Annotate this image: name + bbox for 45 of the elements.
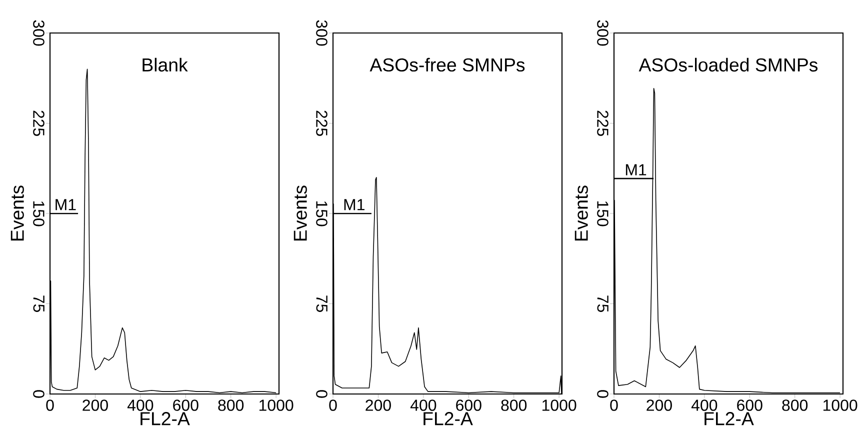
x-tick-label: 1000 [823, 400, 858, 411]
x-axis-title: FL2-A [140, 412, 190, 426]
x-tick-label: 1000 [259, 400, 294, 411]
y-tick-label: 300 [316, 20, 328, 46]
series-label: M1 [344, 199, 364, 210]
x-tick-label: 800 [501, 400, 527, 411]
y-tick-label: 150 [597, 201, 608, 226]
y-tick-label: 0 [33, 390, 44, 398]
y-axis-title: Events [294, 186, 307, 240]
y-axis-title: Events [10, 186, 24, 240]
x-tick-label: 200 [366, 400, 391, 411]
x-tick-label: 200 [82, 400, 108, 411]
y-tick-label: 225 [33, 110, 44, 136]
y-tick-label: 225 [316, 110, 328, 136]
y-tick-label: 300 [597, 20, 608, 46]
y-tick-label: 0 [316, 390, 328, 398]
text: Blank [142, 58, 188, 72]
series-label: M1 [56, 199, 76, 210]
x-tick-label: 0 [610, 400, 618, 411]
y-tick-label: 150 [316, 201, 328, 226]
x-tick-label: 0 [329, 400, 337, 411]
x-axis-title: FL2-A [704, 412, 754, 426]
y-tick-label: 150 [33, 201, 44, 226]
x-tick-label: 200 [646, 400, 672, 411]
y-tick-label: 0 [597, 390, 608, 398]
x-tick-label: 800 [218, 400, 244, 411]
x-tick-label: 0 [46, 400, 54, 411]
x-tick-label: 1000 [542, 400, 576, 411]
y-tick-label: 75 [33, 296, 44, 312]
text: ASOs-loaded SMNPs [638, 58, 818, 72]
y-tick-label: 300 [33, 20, 44, 46]
y-tick-label: 225 [597, 110, 608, 136]
text: ASOs-free SMNPs [370, 58, 525, 72]
x-tick-label: 600 [737, 400, 762, 411]
series-label: M1 [626, 164, 646, 176]
x-tick-label: 400 [410, 400, 436, 411]
x-axis-title: FL2-A [424, 412, 473, 426]
y-tick-label: 75 [597, 296, 608, 312]
x-tick-label: 400 [691, 400, 718, 411]
x-tick-label: 800 [782, 400, 808, 411]
y-axis-title: Events [574, 186, 588, 240]
x-tick-label: 600 [456, 400, 482, 411]
x-tick-label: 600 [173, 400, 198, 411]
y-tick-label: 75 [316, 296, 328, 312]
x-tick-label: 400 [127, 400, 154, 411]
